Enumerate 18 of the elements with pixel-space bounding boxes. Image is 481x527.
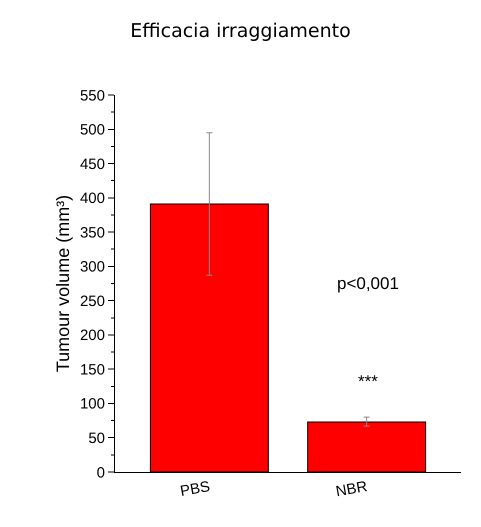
y-tick-label: 50 <box>88 430 105 447</box>
chart-title: Efficacia irraggiamento <box>130 20 351 42</box>
y-tick-label: 100 <box>80 396 105 413</box>
y-tick-label: 450 <box>80 156 105 173</box>
y-tick-label: 150 <box>80 361 105 378</box>
y-tick-label: 400 <box>80 190 105 208</box>
y-axis-title: Tumour volume (mm³) <box>53 194 73 372</box>
x-tick-label: NBR <box>334 478 369 500</box>
y-tick-label: 350 <box>80 224 105 242</box>
y-tick-label: 550 <box>80 87 105 104</box>
x-tick-label: PBS <box>178 478 212 500</box>
y-tick-label: 300 <box>80 258 105 276</box>
annotation: *** <box>358 372 378 391</box>
y-tick-label: 0 <box>96 464 105 482</box>
y-tick-label: 250 <box>80 292 105 310</box>
y-tick-label: 500 <box>80 122 105 139</box>
annotation: p<0,001 <box>337 274 399 293</box>
y-tick-label: 200 <box>80 327 105 344</box>
